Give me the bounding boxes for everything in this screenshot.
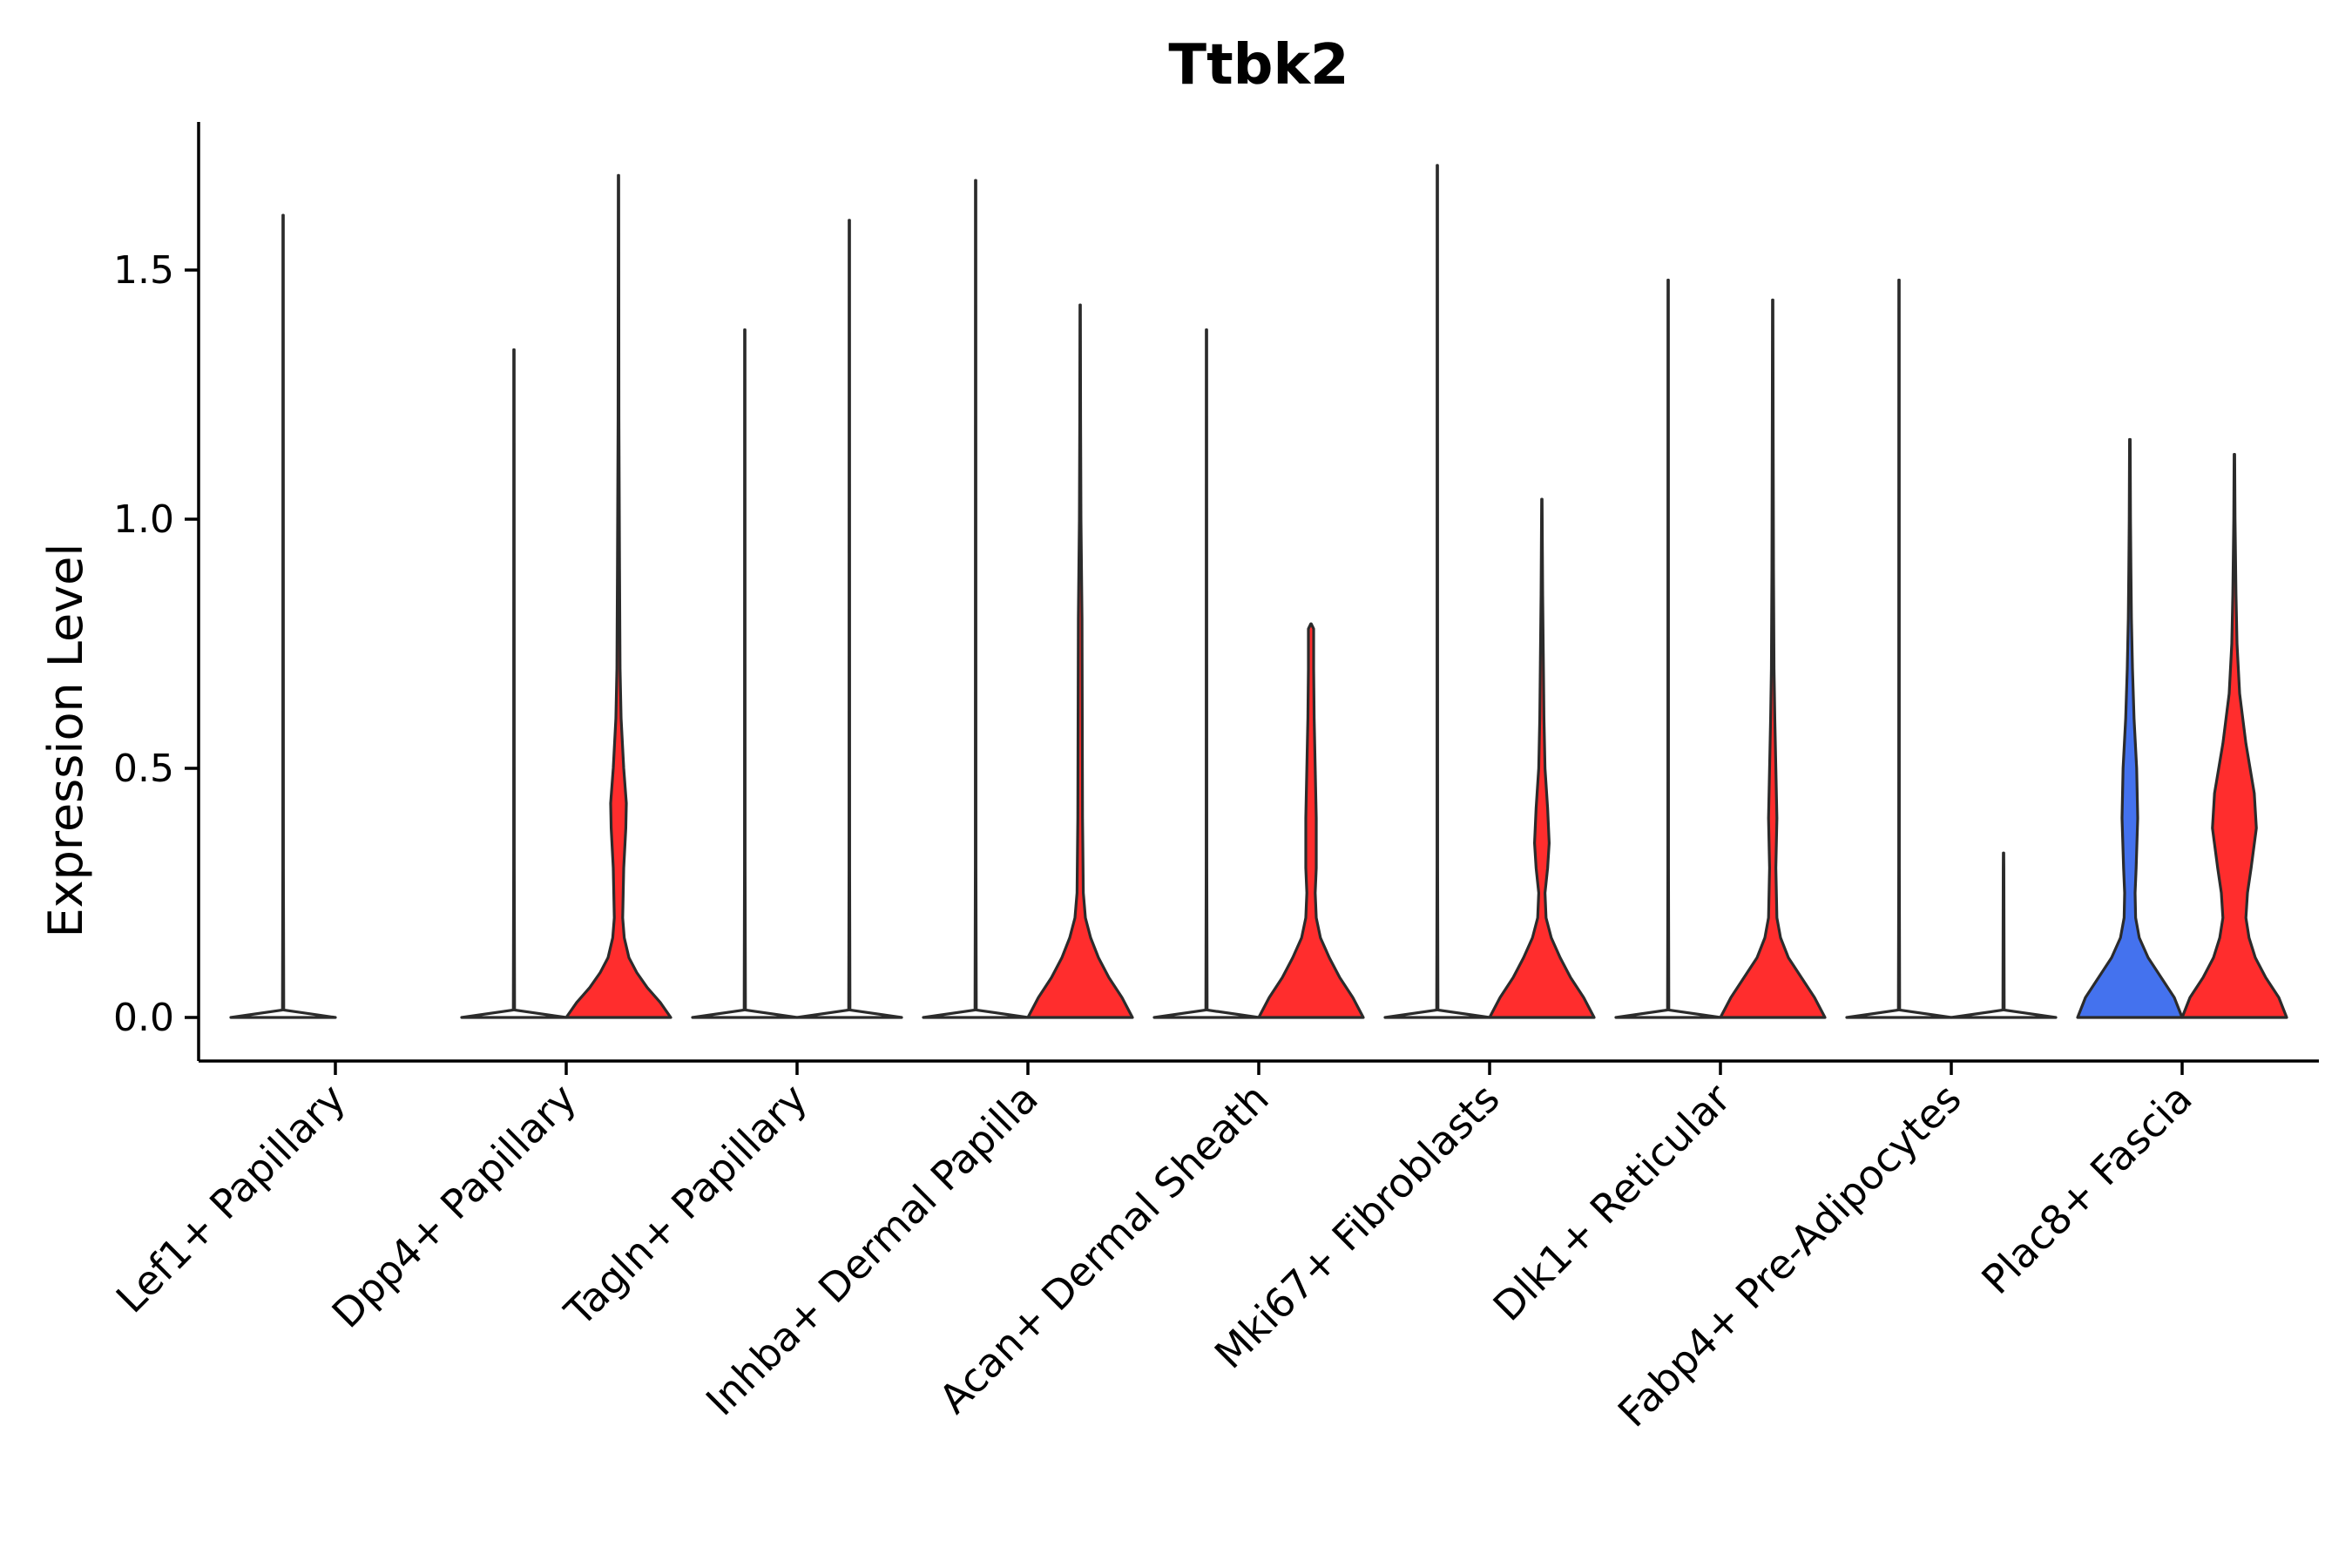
chart-title: Ttbk2 [1168, 33, 1348, 98]
violin-group-1-6 [1614, 278, 1722, 1019]
y-axis-label: Expression Level [38, 544, 93, 938]
x-tick-label: Plac8+ Fascia [1972, 1075, 2200, 1303]
violin-group [229, 164, 2288, 1019]
violin-group-2-3 [1026, 303, 1134, 1019]
x-tick-label: Tagln+ Papillary [555, 1075, 816, 1336]
y-tick-label: 1.0 [113, 497, 174, 542]
x-tick-label: Lef1+ Papillary [107, 1075, 355, 1322]
violin-group-2-7 [1950, 851, 2058, 1019]
violin-group-1-1 [460, 348, 568, 1019]
x-tick-label: Dpp4+ Papillary [323, 1075, 585, 1337]
violin-group-1-8 [2076, 437, 2184, 1019]
y-tick-label: 1.5 [113, 248, 174, 293]
violin-group-2-2 [795, 219, 903, 1019]
violin-group-2-4 [1257, 622, 1365, 1019]
y-tick-label: 0.5 [113, 747, 174, 791]
y-tick-label: 0.0 [113, 996, 174, 1040]
violin-group-2-8 [2180, 453, 2288, 1019]
y-ticks: 0.0 0.5 1.0 1.5 [113, 248, 199, 1040]
violin-group-1-4 [1152, 328, 1260, 1019]
violin-group-1-5 [1383, 164, 1491, 1019]
x-tick-label: Dlk1+ Reticular [1484, 1075, 1740, 1330]
axes [197, 122, 2319, 1063]
violin-group-2-5 [1488, 497, 1596, 1019]
violin-group-1-3 [922, 179, 1030, 1019]
violin-group-1-2 [691, 328, 799, 1019]
violin-group-2-1 [564, 173, 672, 1019]
violin-group-2-6 [1719, 298, 1827, 1019]
violin-group-1-0 [229, 213, 337, 1019]
violin-group-1-7 [1845, 278, 1953, 1019]
